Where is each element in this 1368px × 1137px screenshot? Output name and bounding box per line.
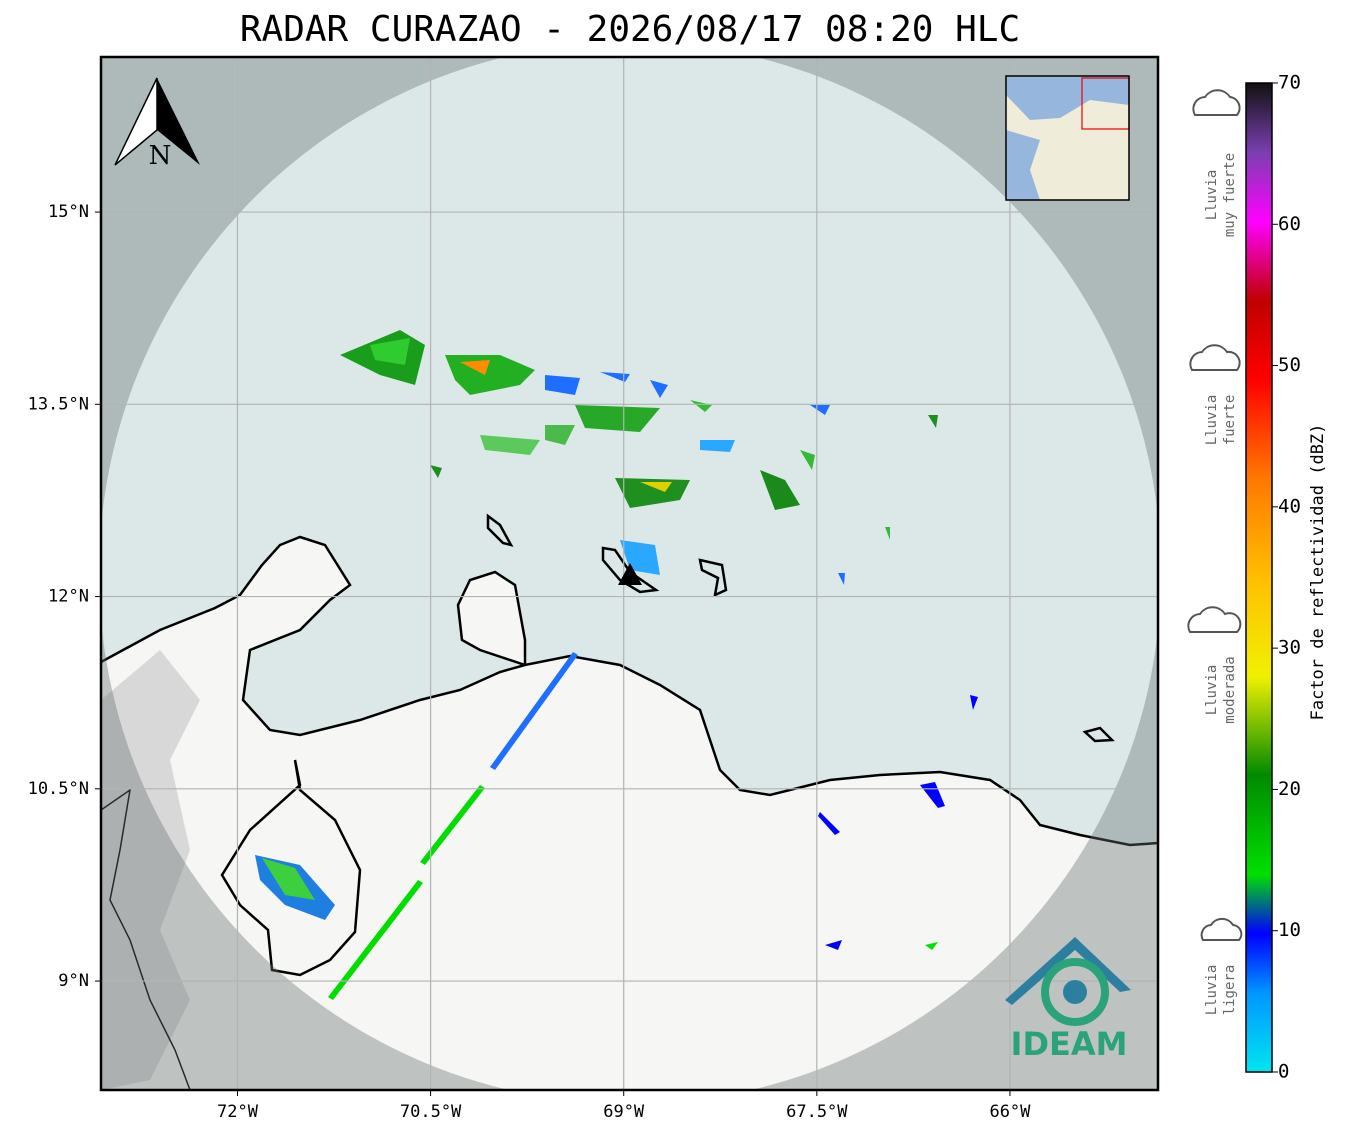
inset-map <box>1005 75 1130 201</box>
x-tick-label: 70.5°W <box>400 1102 462 1122</box>
frame <box>99 55 1160 1092</box>
intensity-label: Lluvia <box>1204 170 1220 221</box>
colombia-land <box>101 650 200 1090</box>
logo-text: IDEAM <box>1011 1025 1128 1063</box>
colorbar-tick-label: 30 <box>1278 637 1301 659</box>
colorbar-tick-label: 40 <box>1278 495 1301 517</box>
y-tick-label: 12°N <box>48 587 89 607</box>
colorbar-tick-label: 70 <box>1278 72 1301 94</box>
island <box>601 546 660 594</box>
colorbar-tick-label: 50 <box>1278 354 1301 376</box>
border <box>101 788 191 1090</box>
grid <box>101 57 1158 1090</box>
intensity-label: Lluvia <box>1204 965 1220 1016</box>
x-tick-label: 67.5°W <box>786 1102 848 1122</box>
x-tick-label: 66°W <box>989 1102 1031 1122</box>
radar-site <box>618 563 642 585</box>
colorbar <box>1245 82 1273 1073</box>
intensity-label: fuerte <box>1222 395 1238 446</box>
y-tick-label: 13.5°N <box>28 394 89 414</box>
logo: IDEAM <box>1005 937 1131 1063</box>
lake <box>220 759 362 977</box>
x-tick-label: 69°W <box>603 1102 645 1122</box>
island <box>1082 726 1115 743</box>
intensity-label: muy fuerte <box>1222 153 1238 237</box>
colorbar-tick-label: 60 <box>1278 213 1301 235</box>
colorbar-label: Factor de reflectividad (dBZ) <box>1308 424 1328 721</box>
intensity-label: Lluvia <box>1204 665 1220 716</box>
north-label: N <box>149 141 172 171</box>
colorbar-tick-label: 20 <box>1278 778 1301 800</box>
intensity-label: ligera <box>1222 965 1238 1016</box>
y-tick-label: 15°N <box>48 202 89 222</box>
colorbar-tick-label: 10 <box>1278 919 1301 941</box>
north-arrow: N <box>114 77 200 171</box>
island <box>486 513 514 547</box>
intensity-label: moderada <box>1222 656 1238 723</box>
colorbar-tick-label: 0 <box>1278 1061 1289 1083</box>
intensity-label: Lluvia <box>1204 395 1220 446</box>
x-tick-label: 72°W <box>217 1102 259 1122</box>
map <box>101 57 1158 1090</box>
intensity-icons <box>1187 89 1243 941</box>
y-tick-label: 9°N <box>58 971 89 991</box>
island <box>698 558 728 598</box>
coastline <box>101 535 1158 847</box>
title: RADAR CURAZAO - 2026/08/17 08:20 HLC <box>240 9 1020 50</box>
y-tick-label: 10.5°N <box>28 779 89 799</box>
